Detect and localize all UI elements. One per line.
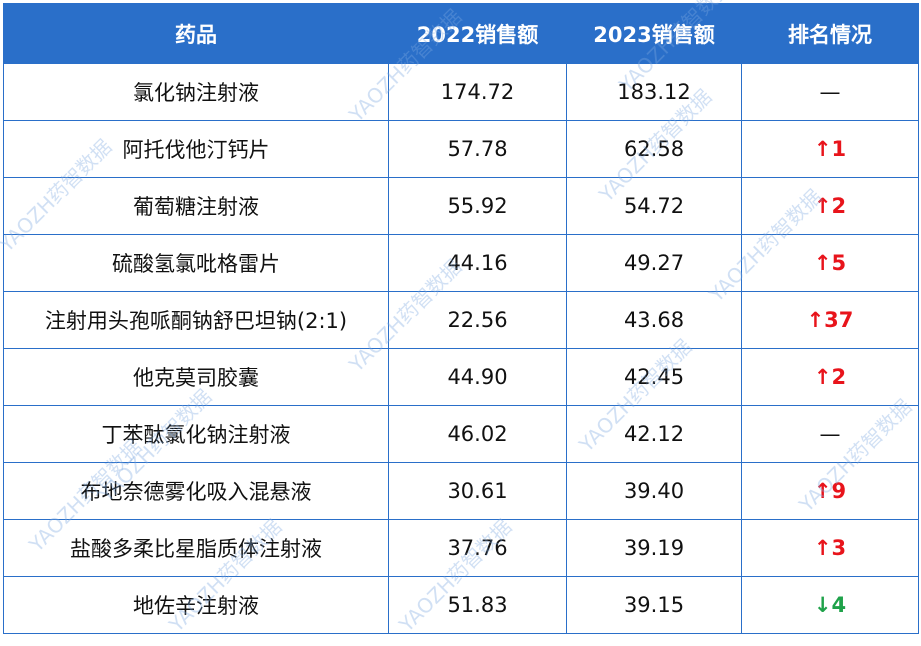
table-cell: 174.72 xyxy=(388,63,567,121)
table-cell: 盐酸多柔比星脂质体注射液 xyxy=(3,519,389,577)
table-cell: 地佐辛注射液 xyxy=(3,576,389,634)
table-body: 氯化钠注射液 174.72 183.12— 阿托伐他汀钙片 57.78 62.58 ↑1 葡萄… xyxy=(3,63,919,634)
table-cell: 他克莫司胶囊 xyxy=(3,348,389,406)
header-cell: 2022销售额 xyxy=(388,3,567,64)
table-cell: 注射用头孢哌酮钠舒巴坦钠(2:1) xyxy=(3,291,389,349)
table-cell: 丁苯酞氯化钠注射液 xyxy=(3,405,389,463)
rank-cell: ↓4 xyxy=(741,576,919,634)
table-cell: 22.56 xyxy=(388,291,567,349)
table-cell: 44.90 xyxy=(388,348,567,406)
table-cell: 57.78 xyxy=(388,120,567,178)
header-cell: 排名情况 xyxy=(741,3,919,64)
table-cell: 46.02 xyxy=(388,405,567,463)
table-cell: 37.76 xyxy=(388,519,567,577)
rank-cell: ↑37 xyxy=(741,291,919,349)
table-cell: 阿托伐他汀钙片 xyxy=(3,120,389,178)
table-cell: 硫酸氢氯吡格雷片 xyxy=(3,234,389,292)
table-cell: 氯化钠注射液 xyxy=(3,63,389,121)
table-cell: 42.12 xyxy=(566,405,742,463)
table-cell: 44.16 xyxy=(388,234,567,292)
table-row: 他克莫司胶囊 44.90 42.45 ↑2 xyxy=(3,348,919,406)
table-cell: 布地奈德雾化吸入混悬液 xyxy=(3,462,389,520)
table-cell: 51.83 xyxy=(388,576,567,634)
table-row: 硫酸氢氯吡格雷片 44.16 49.27 ↑5 xyxy=(3,234,919,292)
rank-cell: ↑5 xyxy=(741,234,919,292)
table-cell: 54.72 xyxy=(566,177,742,235)
rank-cell: — xyxy=(741,405,919,463)
rank-cell: ↑2 xyxy=(741,177,919,235)
table-row: 布地奈德雾化吸入混悬液 30.61 39.40 ↑9 xyxy=(3,462,919,520)
rank-cell: — xyxy=(741,63,919,121)
table-row: 氯化钠注射液 174.72 183.12— xyxy=(3,63,919,121)
table-row: 丁苯酞氯化钠注射液 46.02 42.12— xyxy=(3,405,919,463)
rank-cell: ↑3 xyxy=(741,519,919,577)
header-cell: 药品 xyxy=(3,3,389,64)
sales-table: 药品 2022销售额 2023销售额 排名情况 氯化钠注射液 174.72 183.12—… xyxy=(3,3,919,634)
rank-cell: ↑9 xyxy=(741,462,919,520)
table-cell: 62.58 xyxy=(566,120,742,178)
rank-cell: ↑2 xyxy=(741,348,919,406)
table-row: 阿托伐他汀钙片 57.78 62.58 ↑1 xyxy=(3,120,919,178)
table-row: 地佐辛注射液 51.83 39.15 ↓4 xyxy=(3,576,919,634)
header-row: 药品 2022销售额 2023销售额 排名情况 xyxy=(3,3,919,64)
table-cell: 39.19 xyxy=(566,519,742,577)
table-row: 注射用头孢哌酮钠舒巴坦钠(2:1) 22.56 43.68 ↑37 xyxy=(3,291,919,349)
table-row: 葡萄糖注射液 55.92 54.72 ↑2 xyxy=(3,177,919,235)
table-cell: 葡萄糖注射液 xyxy=(3,177,389,235)
table-cell: 43.68 xyxy=(566,291,742,349)
table-cell: 49.27 xyxy=(566,234,742,292)
table-cell: 30.61 xyxy=(388,462,567,520)
table-cell: 39.15 xyxy=(566,576,742,634)
rank-cell: ↑1 xyxy=(741,120,919,178)
table-cell: 39.40 xyxy=(566,462,742,520)
table-cell: 183.12 xyxy=(566,63,742,121)
table-row: 盐酸多柔比星脂质体注射液 37.76 39.19 ↑3 xyxy=(3,519,919,577)
table-cell: 55.92 xyxy=(388,177,567,235)
table-cell: 42.45 xyxy=(566,348,742,406)
header-cell: 2023销售额 xyxy=(566,3,742,64)
